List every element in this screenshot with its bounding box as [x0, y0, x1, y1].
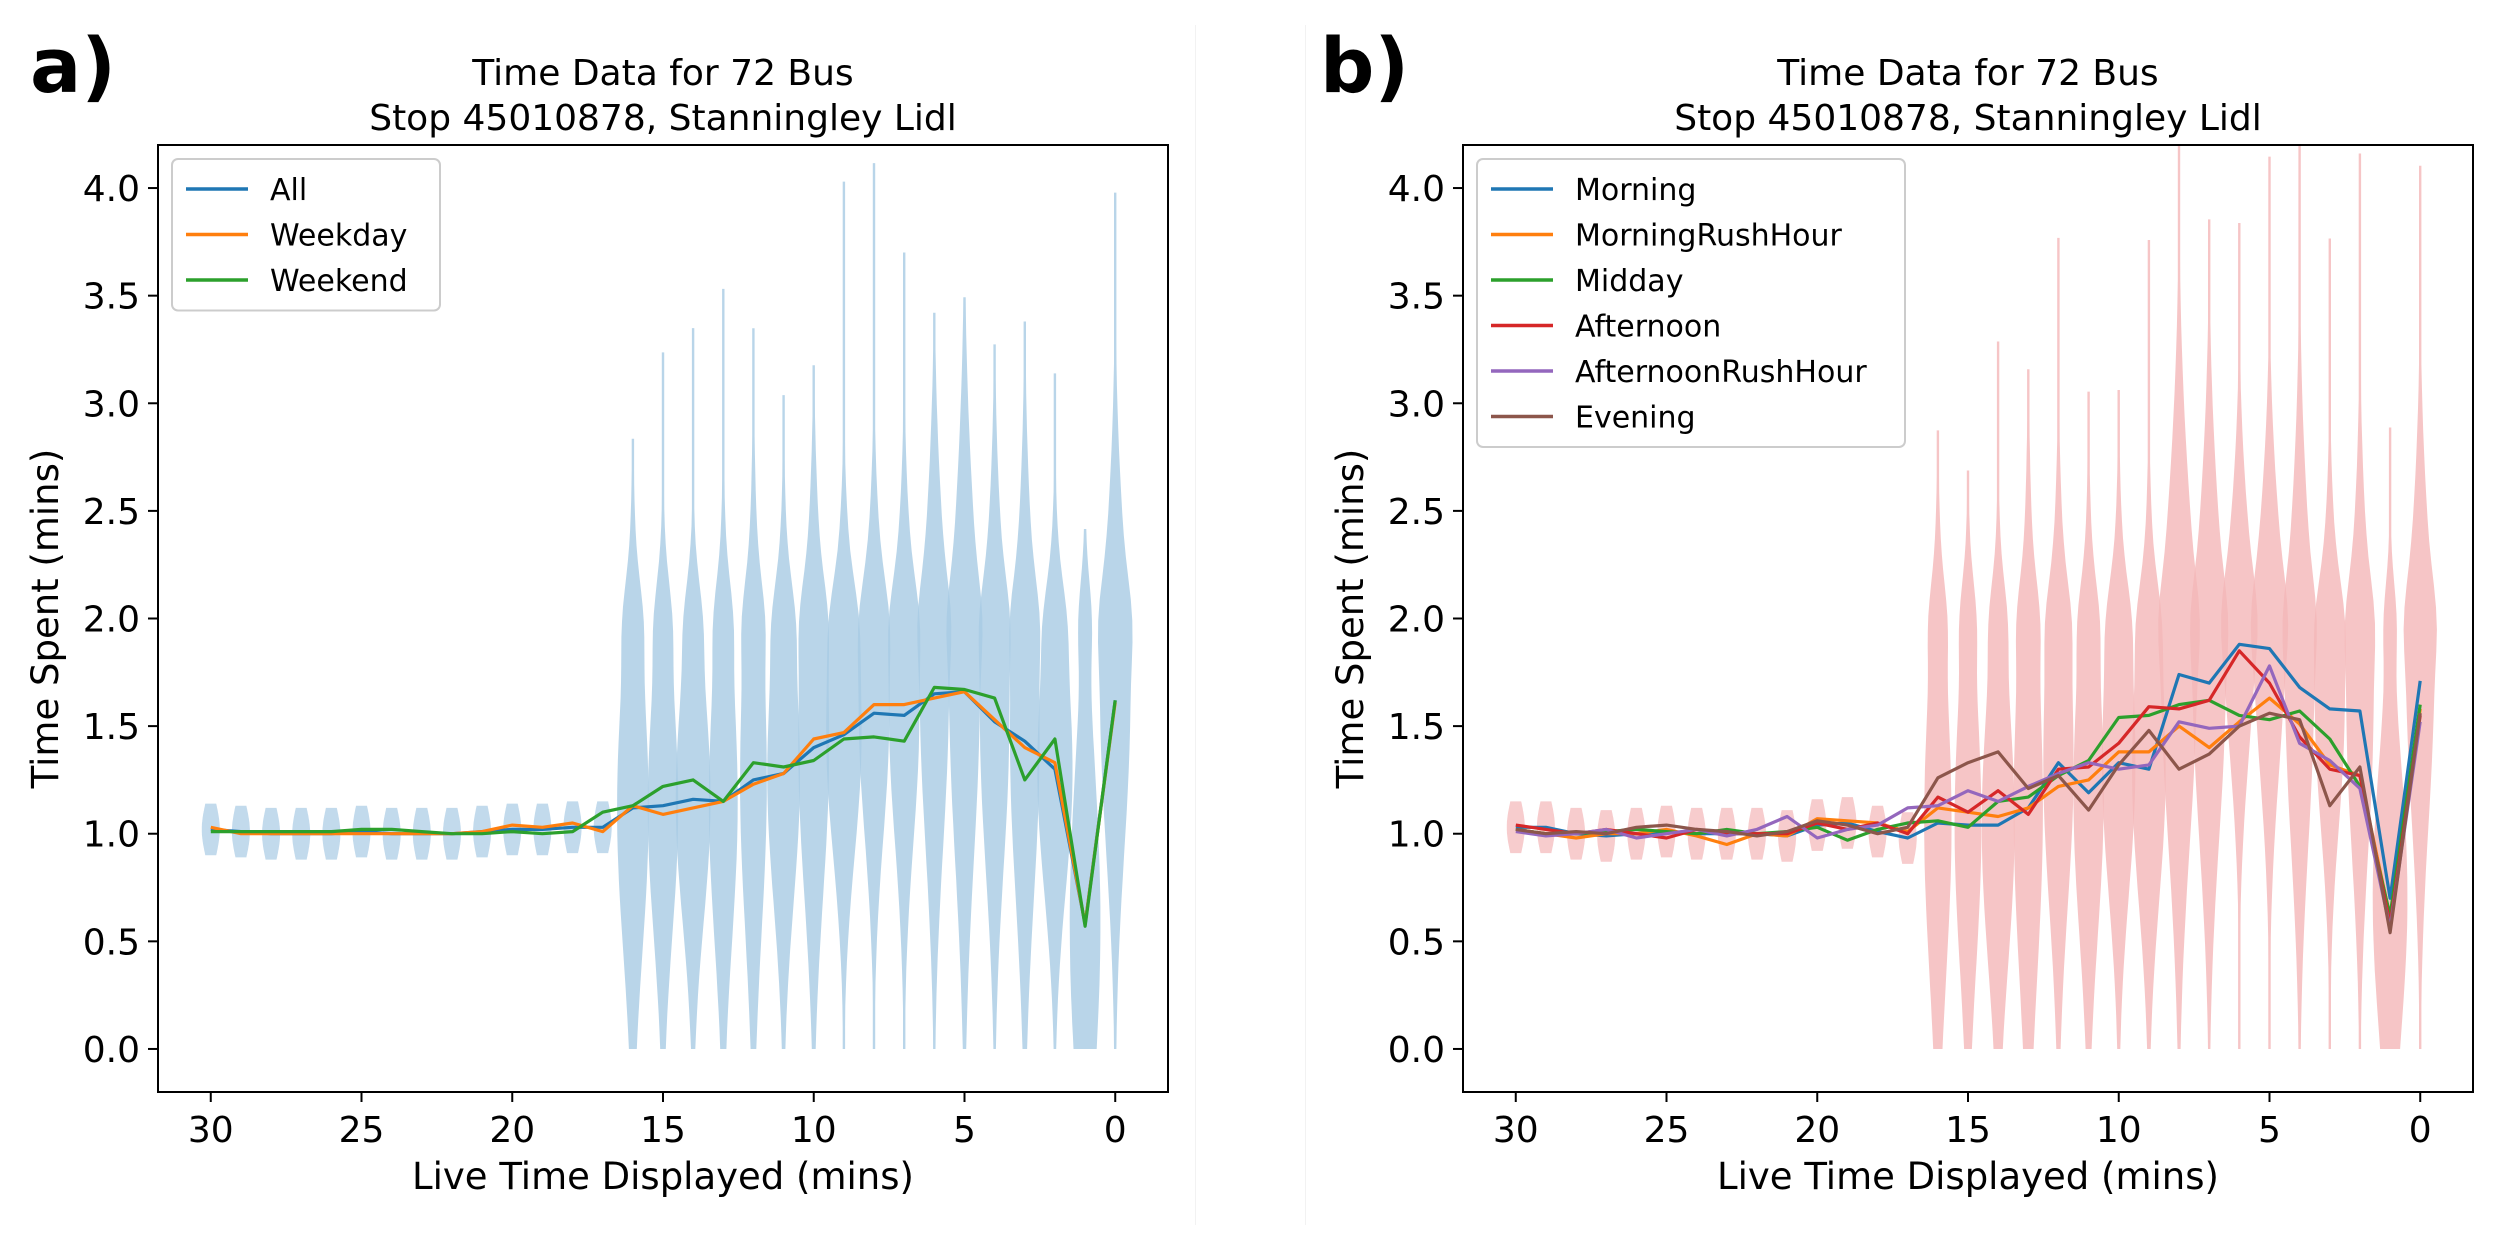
x-tick-label: 15 — [1945, 1110, 1991, 1151]
x-tick-label: 10 — [791, 1110, 837, 1151]
x-axis-label: Live Time Displayed (mins) — [412, 1155, 914, 1198]
violin-0 — [1098, 192, 1133, 1050]
y-tick-label: 0.0 — [83, 1030, 140, 1071]
legend: Morning MorningRushHour Midday Afternoon Aft… — [1476, 158, 1906, 448]
violin-16 — [1924, 430, 1952, 1049]
y-tick-label: 2.0 — [1388, 600, 1445, 641]
violin-14 — [1981, 341, 2015, 1049]
y-tick-label: 4.0 — [1388, 169, 1445, 210]
violin-6 — [2221, 223, 2258, 1049]
legend-label: Midday — [1575, 264, 1683, 299]
y-tick-label: 4.0 — [83, 169, 140, 210]
violin-2 — [1037, 373, 1073, 1049]
series-line-midday — [1515, 698, 2422, 918]
y-tick-label: 3.5 — [1388, 277, 1445, 318]
violin-8 — [857, 163, 891, 1050]
x-axis-label: Live Time Displayed (mins) — [1717, 1155, 2219, 1198]
violin-14 — [675, 328, 711, 1050]
y-tick-label: 1.5 — [83, 707, 140, 748]
violin-1 — [1069, 529, 1101, 1049]
y-tick-label: 0.0 — [1388, 1030, 1445, 1071]
y-tick-label: 3.0 — [83, 384, 140, 425]
x-tick-label: 5 — [2258, 1110, 2281, 1151]
violin-3 — [2313, 238, 2346, 1049]
y-tick-label: 2.5 — [1388, 492, 1445, 533]
y-axis-label: Time Spent (mins) — [1329, 449, 1372, 790]
y-tick-label: 2.0 — [83, 600, 140, 641]
legend-label: Weekday — [270, 219, 407, 254]
y-tick-label: 1.5 — [1388, 707, 1445, 748]
x-tick-label: 30 — [188, 1110, 234, 1151]
legend-box — [1476, 158, 1906, 448]
legend-label: Afternoon — [1575, 310, 1721, 345]
x-tick-label: 20 — [1794, 1110, 1840, 1151]
violin-9 — [826, 181, 862, 1050]
x-tick-label: 0 — [2409, 1110, 2432, 1151]
series-line-weekday — [210, 690, 1117, 926]
violin-12 — [2043, 237, 2074, 1049]
x-tick-label: 25 — [339, 1110, 385, 1151]
x-tick-label: 25 — [1644, 1110, 1690, 1151]
legend: All Weekday Weekend — [171, 158, 441, 312]
series-line-weekend — [210, 685, 1117, 928]
x-tick-label: 5 — [953, 1110, 976, 1151]
chart-panel-a: a) Time Data for 72 Bus Stop 45010878, Sta… — [24, 21, 1169, 1198]
y-tick-label: 1.0 — [1388, 815, 1445, 856]
violin-13 — [2013, 369, 2043, 1049]
violin-0 — [2403, 165, 2437, 1050]
legend-label: MorningRushHour — [1575, 219, 1843, 254]
chart-title: Time Data for 72 Bus Stop 45010878, Stann… — [369, 53, 957, 139]
violin-9 — [2132, 240, 2166, 1049]
x-tick-label: 0 — [1104, 1110, 1127, 1151]
violin-7 — [2190, 219, 2229, 1049]
chart-panel-b: b) Time Data for 72 Bus Stop 45010878, Sta… — [1320, 21, 2474, 1198]
violin-6 — [917, 312, 952, 1049]
violin-2 — [2344, 153, 2376, 1049]
legend-box — [171, 158, 441, 312]
x-tick-label: 15 — [640, 1110, 686, 1151]
legend-label: Evening — [1575, 401, 1696, 436]
y-tick-label: 0.5 — [1388, 922, 1445, 963]
x-tick-label: 10 — [2096, 1110, 2142, 1151]
x-tick-label: 30 — [1493, 1110, 1539, 1151]
series-line-afternoonrushhour — [1515, 664, 2422, 930]
violin-3 — [1009, 321, 1041, 1049]
panel-label: b) — [1320, 21, 1409, 110]
violin-7 — [888, 252, 921, 1049]
violin-10 — [798, 365, 830, 1049]
legend-label: Weekend — [270, 264, 408, 299]
series-line-afternoon — [1515, 649, 2422, 926]
legend-label: AfternoonRushHour — [1575, 355, 1867, 390]
series-line-evening — [1515, 711, 2422, 935]
y-tick-label: 2.5 — [83, 492, 140, 533]
violin-15 — [647, 352, 679, 1049]
violin-4 — [2282, 145, 2317, 1049]
violin-16 — [617, 438, 649, 1049]
panel-label: a) — [30, 21, 116, 110]
y-tick-label: 1.0 — [83, 815, 140, 856]
legend-label: All — [270, 173, 307, 208]
y-axis-label: Time Spent (mins) — [24, 449, 67, 790]
legend-label: Morning — [1575, 173, 1696, 208]
y-tick-label: 3.0 — [1388, 384, 1445, 425]
chart-title: Time Data for 72 Bus Stop 45010878, Stann… — [1674, 53, 2262, 139]
x-tick-label: 20 — [489, 1110, 535, 1151]
violin-1 — [2372, 427, 2408, 1049]
panel-separator-left — [1195, 25, 1196, 1225]
violin-11 — [2073, 391, 2104, 1050]
y-tick-label: 3.5 — [83, 277, 140, 318]
panel-separator-right — [1305, 25, 1306, 1225]
violin-12 — [740, 328, 767, 1049]
violin-11 — [767, 395, 800, 1050]
violin-5 — [946, 297, 983, 1049]
violin-13 — [708, 288, 738, 1049]
violin-15 — [1954, 470, 1982, 1049]
violin-8 — [2158, 145, 2200, 1049]
violin-5 — [2250, 156, 2289, 1050]
y-tick-label: 0.5 — [83, 922, 140, 963]
